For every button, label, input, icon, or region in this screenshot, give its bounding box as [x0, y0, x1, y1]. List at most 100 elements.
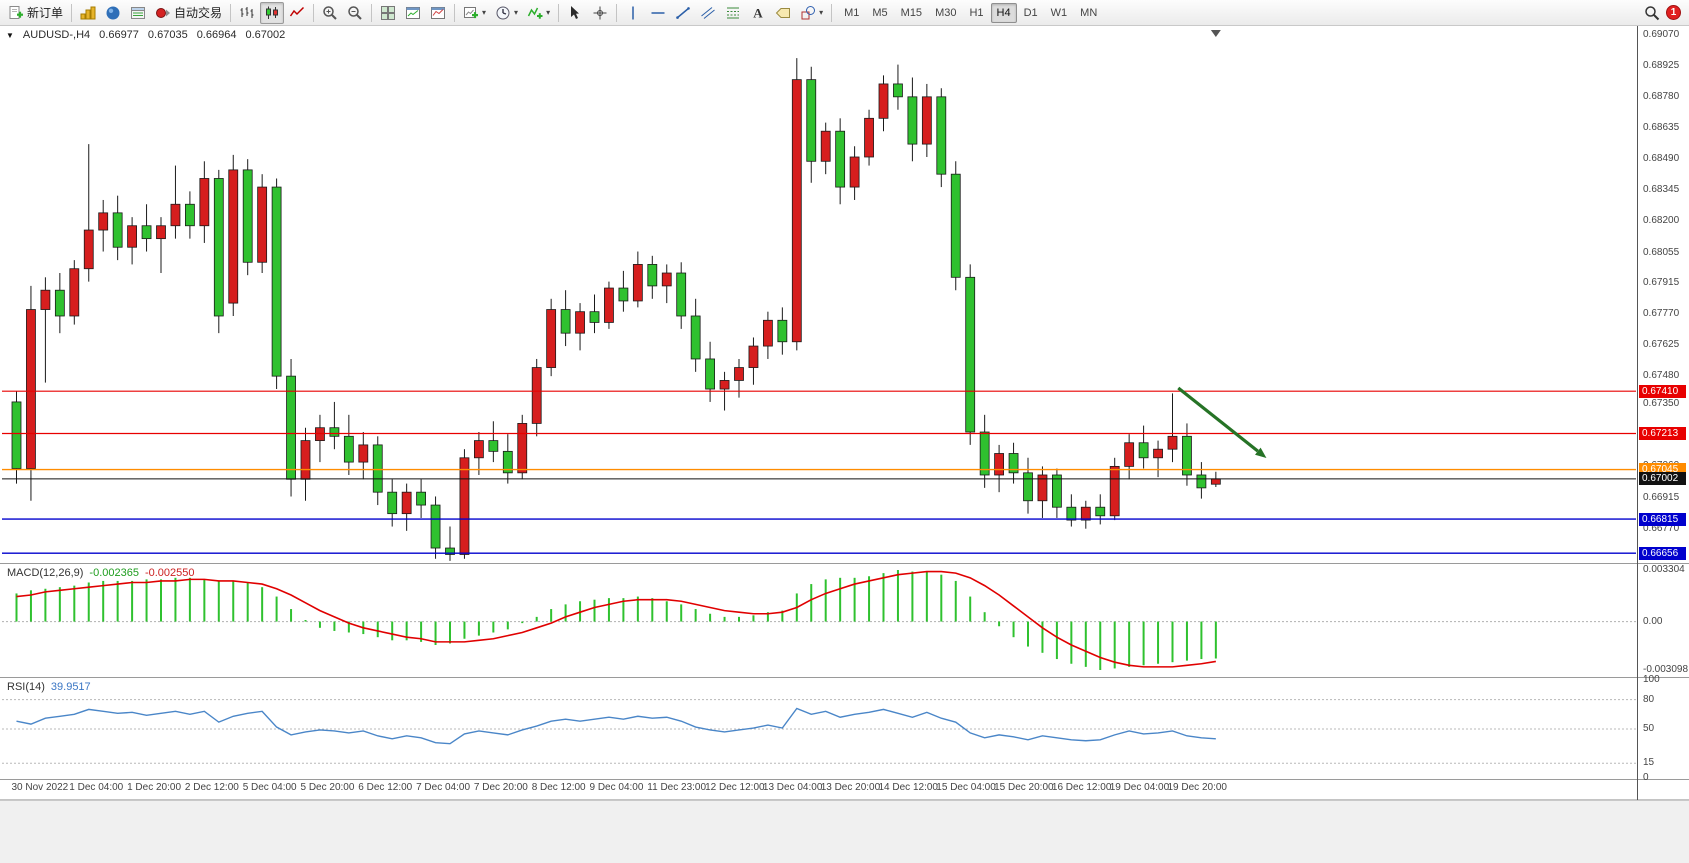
time-axis-label: 13 Dec 20:00: [820, 782, 881, 793]
timeframe-h1[interactable]: H1: [969, 6, 984, 19]
toolbar-right: 1: [1644, 5, 1685, 21]
navigator-icon: [106, 6, 120, 19]
new-order-label: 新订单: [27, 6, 64, 20]
label-button[interactable]: [771, 2, 795, 24]
ohlc-close: 0.67002: [245, 29, 286, 41]
tile-windows-icon: [381, 5, 396, 20]
crosshair-button[interactable]: [588, 2, 612, 24]
bar-chart-button[interactable]: [235, 2, 259, 24]
toolbar-separator: [831, 3, 833, 22]
line-chart-icon: [289, 6, 305, 16]
vertical-line-button[interactable]: [621, 2, 645, 24]
autotrading-button[interactable]: 自动交易: [151, 2, 226, 24]
navigator-button[interactable]: [101, 2, 125, 24]
one-click-trading-arrow[interactable]: ▼: [6, 30, 14, 40]
market-watch-icon: [80, 6, 96, 19]
chevron-down-icon: ▾: [514, 7, 519, 17]
text-button[interactable]: A: [746, 2, 770, 24]
text-icon: A: [753, 5, 763, 20]
horizontal-line-button[interactable]: [646, 2, 670, 24]
time-axis-label: 5 Dec 20:00: [300, 782, 355, 793]
price-axis-label: 0.67915: [1643, 276, 1680, 288]
window-bottom-strip: [0, 800, 1689, 863]
line-chart-button[interactable]: [285, 2, 309, 24]
autotrading-label: 自动交易: [174, 6, 223, 20]
time-axis-label: 2 Dec 12:00: [184, 782, 239, 793]
macd-scale-label: -0.003098: [1643, 663, 1689, 675]
timeframe-m15[interactable]: M15: [900, 6, 923, 19]
time-axis-label: 9 Dec 04:00: [589, 782, 644, 793]
down-arrow-annotation: [1255, 447, 1267, 459]
rsi-label: RSI(14): [7, 681, 45, 693]
candlestick-chart-button[interactable]: [260, 1, 285, 24]
new-order-button[interactable]: 新订单: [4, 2, 67, 24]
bar-chart-icon: [240, 6, 254, 18]
timeframe-h4[interactable]: H4: [990, 2, 1017, 23]
price-axis-label: 0.68780: [1643, 90, 1680, 102]
window-report-button[interactable]: [426, 2, 450, 24]
chart-header: ▼ AUDUSD-,H4 0.66977 0.67035 0.66964 0.6…: [6, 29, 285, 41]
price-axis-label: 0.67350: [1643, 398, 1680, 410]
toolbar-separator: [371, 3, 373, 22]
zoom-in-button[interactable]: [318, 2, 342, 24]
timeframe-d1[interactable]: D1: [1023, 6, 1038, 19]
zoom-out-button[interactable]: [343, 2, 367, 24]
timeframe-mn[interactable]: MN: [1080, 6, 1098, 19]
indicators-button[interactable]: ▾: [523, 2, 554, 24]
price-axis-label: 0.67625: [1643, 338, 1680, 350]
timeframe-m5[interactable]: M5: [872, 6, 888, 19]
window-chart-button[interactable]: [401, 2, 425, 24]
channel-button[interactable]: [696, 2, 720, 24]
hline-price-tag: 0.67213: [1639, 427, 1686, 440]
timeframe-m1[interactable]: M1: [844, 6, 860, 19]
ohlc-open: 0.66977: [99, 29, 139, 41]
cursor-button[interactable]: [563, 2, 587, 24]
macd-scale-label: 0.003304: [1643, 563, 1685, 575]
macd-label: MACD(12,26,9): [7, 567, 84, 579]
vertical-line-icon: [632, 6, 634, 19]
time-axis-label: 1 Dec 04:00: [69, 782, 124, 793]
search-icon[interactable]: [1644, 5, 1660, 21]
window-report-icon: [431, 6, 446, 19]
timeframe-m30[interactable]: M30: [935, 6, 957, 19]
cursor-icon: [571, 5, 580, 19]
chart-area[interactable]: ▼ AUDUSD-,H4 0.66977 0.67035 0.66964 0.6…: [0, 26, 1689, 800]
label-icon: [775, 7, 791, 18]
rsi-pane-label: RSI(14) 39.9517: [7, 681, 97, 693]
time-axis-label: 15 Dec 04:00: [936, 782, 996, 793]
hline-price-tag: 0.67410: [1639, 384, 1686, 398]
rsi-scale-label: 0: [1643, 772, 1649, 783]
time-axis-label: 19 Dec 20:00: [1167, 782, 1228, 793]
rsi-scale-label: 100: [1643, 674, 1660, 685]
chart-canvas[interactable]: [0, 26, 1689, 800]
time-axis-label: 8 Dec 12:00: [531, 782, 586, 793]
terminal-icon: [131, 6, 146, 19]
time-axis-label: 12 Dec 12:00: [705, 782, 765, 793]
period-button[interactable]: ▾: [491, 2, 522, 24]
toolbar-separator: [558, 3, 560, 22]
hline-price-tag: 0.66815: [1639, 512, 1686, 526]
price-axis-label: 0.68200: [1643, 215, 1680, 227]
price-axis-label: 0.66770: [1643, 522, 1680, 534]
channel-icon: [701, 6, 715, 19]
autotrading-icon: [156, 7, 171, 18]
price-axis-label: 0.68055: [1643, 246, 1680, 258]
rsi-scale-label: 15: [1643, 757, 1655, 769]
macd-scale-label: 0.00: [1643, 615, 1663, 627]
chevron-down-icon: ▾: [546, 7, 551, 17]
fibonacci-button[interactable]: [721, 2, 745, 24]
terminal-button[interactable]: [126, 2, 150, 24]
notification-badge[interactable]: 1: [1666, 5, 1681, 20]
bid-price-tag: 0.67002: [1639, 472, 1686, 486]
shapes-button[interactable]: ▾: [796, 2, 827, 24]
price-axis-label: 0.67770: [1643, 307, 1680, 319]
tile-windows-button[interactable]: [376, 2, 400, 24]
trendline-button[interactable]: [671, 2, 695, 24]
market-watch-button[interactable]: [76, 2, 100, 24]
time-axis-label: 7 Dec 20:00: [473, 782, 528, 793]
new-chart-button[interactable]: ▾: [459, 2, 490, 24]
macd-value-main: -0.002365: [89, 567, 139, 579]
timeframe-w1[interactable]: W1: [1050, 6, 1068, 19]
indicators-icon: [527, 7, 543, 19]
candlestick-chart-icon: [266, 6, 279, 19]
